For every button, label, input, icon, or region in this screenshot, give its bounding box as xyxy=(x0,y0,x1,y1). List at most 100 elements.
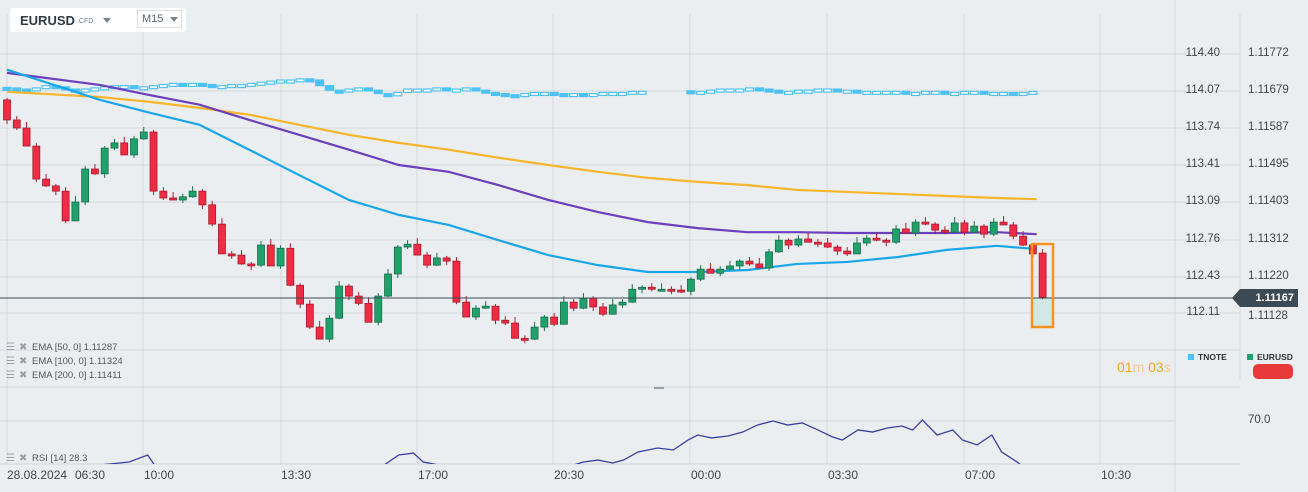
close-icon[interactable]: ✖ xyxy=(19,342,28,353)
tnote-candle xyxy=(383,92,393,98)
tnote-candle xyxy=(1028,90,1038,95)
candle xyxy=(91,168,99,175)
last-candle-highlight-fill xyxy=(1033,298,1052,326)
legend-swatch xyxy=(1247,354,1253,360)
tnote-candle xyxy=(207,83,217,89)
candle xyxy=(989,221,998,235)
candle xyxy=(315,326,324,340)
candle xyxy=(911,221,920,234)
indicator-label: EMA [200, 0] 1.11411 xyxy=(32,370,122,381)
tnote-candle xyxy=(266,80,276,85)
tnote-axis-label: 113.09 xyxy=(1185,195,1220,207)
candle xyxy=(345,285,353,297)
candle xyxy=(364,302,373,323)
rsi-level-label: 70.0 xyxy=(1248,414,1271,426)
candle xyxy=(774,239,783,253)
tnote-candle xyxy=(344,88,354,93)
candle xyxy=(452,260,461,303)
price-axis-label: 1.11128 xyxy=(1248,310,1288,322)
tnote-candle xyxy=(324,85,335,91)
tnote-candle xyxy=(451,88,462,93)
tnote-candle xyxy=(911,91,921,97)
sell-badge[interactable] xyxy=(1253,364,1293,379)
close-icon[interactable]: ✖ xyxy=(19,453,28,464)
indicator-ema200: ☰ ✖ EMA [200, 0] 1.11411 xyxy=(6,370,122,381)
tnote-candle xyxy=(2,86,12,91)
candle xyxy=(491,305,500,321)
candle xyxy=(950,222,959,233)
settings-lines-icon[interactable]: ☰ xyxy=(6,342,15,353)
candle xyxy=(237,254,246,265)
tnote-candle xyxy=(129,85,139,90)
tnote-candle xyxy=(178,82,188,88)
candle xyxy=(286,247,295,286)
tnote-candle xyxy=(442,87,452,92)
candle xyxy=(599,306,607,315)
tnote-candle xyxy=(764,88,774,93)
tnote-candle xyxy=(705,89,716,94)
candle xyxy=(296,284,305,305)
candle xyxy=(687,278,695,292)
timeframe-select[interactable]: M15 xyxy=(137,10,182,28)
grid xyxy=(0,0,1241,492)
tnote-candle xyxy=(979,90,989,95)
tnote-candle xyxy=(696,90,706,95)
candle xyxy=(901,228,910,234)
candle xyxy=(882,239,891,243)
tnote-candle xyxy=(598,91,608,97)
legend-tnote[interactable]: TNOTE xyxy=(1188,352,1227,362)
tnote-candle xyxy=(1008,91,1018,97)
tnote-candle xyxy=(80,88,90,93)
candle xyxy=(110,142,119,149)
price-axis-label: 1.11587 xyxy=(1248,121,1289,133)
tnote-candle xyxy=(735,88,745,93)
time-label: 07:00 xyxy=(965,468,996,482)
candle xyxy=(1038,252,1047,298)
tnote-candle xyxy=(1018,91,1028,97)
candle xyxy=(559,301,568,325)
settings-lines-icon[interactable]: ☰ xyxy=(6,370,15,381)
indicator-label: EMA [50, 0] 1.11287 xyxy=(32,342,118,353)
candle xyxy=(696,268,705,280)
tnote-candle xyxy=(959,90,970,95)
close-icon[interactable]: ✖ xyxy=(19,370,28,381)
legend-swatch xyxy=(1188,354,1194,360)
tnote-candle xyxy=(432,87,442,92)
settings-lines-icon[interactable]: ☰ xyxy=(6,453,15,464)
candle-countdown: 01m 03s xyxy=(1117,359,1171,375)
candle xyxy=(198,190,207,206)
symbol-selector[interactable]: EURUSD CFD M15 xyxy=(10,8,186,32)
tnote-candle xyxy=(715,88,725,93)
settings-lines-icon[interactable]: ☰ xyxy=(6,356,15,367)
candle xyxy=(442,257,451,262)
chevron-down-icon xyxy=(170,16,179,22)
candle xyxy=(814,241,822,245)
candle xyxy=(579,297,588,309)
candle xyxy=(325,317,334,340)
candle xyxy=(501,319,510,324)
tnote-candle xyxy=(422,88,432,93)
tnote-candle xyxy=(21,88,32,93)
price-axis-label: 1.11772 xyxy=(1248,47,1289,59)
candle xyxy=(804,238,813,243)
candle xyxy=(12,119,21,129)
close-icon[interactable]: ✖ xyxy=(19,356,28,367)
tnote-candle xyxy=(188,82,198,88)
tnote-candle xyxy=(148,85,159,90)
candle xyxy=(22,127,31,147)
tnote-candle xyxy=(842,89,852,94)
tnote-candle xyxy=(315,79,325,87)
time-label: 03:30 xyxy=(828,468,859,482)
chevron-down-icon[interactable] xyxy=(103,17,112,23)
candle xyxy=(276,247,285,267)
candle xyxy=(726,265,734,270)
symbol-name: EURUSD xyxy=(20,12,75,28)
tnote-candle xyxy=(285,79,295,84)
tnote-candle xyxy=(989,91,999,97)
tnote-candle xyxy=(373,89,383,95)
candle xyxy=(608,304,617,315)
tnote-candle xyxy=(500,92,510,98)
time-label: 17:00 xyxy=(418,468,449,482)
legend-eurusd[interactable]: EURUSD xyxy=(1247,352,1293,362)
